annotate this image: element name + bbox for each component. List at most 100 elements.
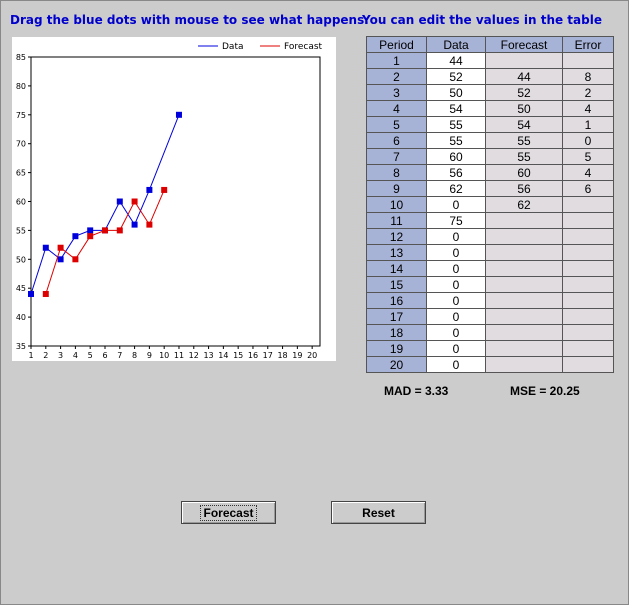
- period-cell: 7: [366, 148, 427, 165]
- legend-label-data: Data: [222, 42, 244, 52]
- data-point[interactable]: [57, 256, 64, 263]
- data-cell[interactable]: 0: [426, 356, 486, 373]
- data-cell[interactable]: 0: [426, 292, 486, 309]
- reset-button[interactable]: Reset: [331, 501, 426, 524]
- data-cell[interactable]: 0: [426, 244, 486, 261]
- data-point[interactable]: [131, 221, 138, 228]
- legend-label-forecast: Forecast: [284, 42, 323, 52]
- data-cell[interactable]: 54: [426, 100, 486, 117]
- plot-area: [30, 56, 321, 347]
- table-row: 16 0: [366, 292, 614, 309]
- error-cell: [562, 292, 614, 309]
- data-point[interactable]: [87, 227, 94, 234]
- table-row: 3 50 52 2: [366, 84, 614, 101]
- col-header-forecast: Forecast: [485, 36, 563, 53]
- table-row: 7 60 55 5: [366, 148, 614, 165]
- error-cell: [562, 196, 614, 213]
- table-row: 19 0: [366, 340, 614, 357]
- forecast-cell: 50: [485, 100, 563, 117]
- error-cell: 5: [562, 148, 614, 165]
- data-point[interactable]: [116, 198, 123, 205]
- error-cell: [562, 212, 614, 229]
- data-point[interactable]: [72, 233, 79, 240]
- x-tick-label: 18: [277, 351, 287, 360]
- data-point[interactable]: [42, 244, 49, 251]
- data-cell[interactable]: 60: [426, 148, 486, 165]
- x-tick-label: 4: [73, 351, 78, 360]
- period-cell: 1: [366, 52, 427, 69]
- data-cell[interactable]: 0: [426, 196, 486, 213]
- data-cell[interactable]: 0: [426, 324, 486, 341]
- table-body: 1 44 2 52 44 8 3 50 52 2 4 54 50 4 5 55 54 1 6 55 55 0 7 60 55 5 8…: [366, 52, 614, 373]
- data-cell[interactable]: 0: [426, 260, 486, 277]
- data-cell[interactable]: 62: [426, 180, 486, 197]
- x-tick-label: 13: [203, 351, 213, 360]
- data-cell[interactable]: 0: [426, 340, 486, 357]
- period-cell: 13: [366, 244, 427, 261]
- period-cell: 2: [366, 68, 427, 85]
- data-cell[interactable]: 55: [426, 116, 486, 133]
- data-cell[interactable]: 0: [426, 228, 486, 245]
- forecast-cell: [485, 276, 563, 293]
- period-cell: 16: [366, 292, 427, 309]
- forecast-point: [161, 186, 168, 193]
- data-cell[interactable]: 0: [426, 276, 486, 293]
- y-tick-label: 85: [16, 53, 26, 62]
- period-cell: 9: [366, 180, 427, 197]
- error-cell: [562, 276, 614, 293]
- error-cell: [562, 356, 614, 373]
- table-row: 9 62 56 6: [366, 180, 614, 197]
- forecast-cell: [485, 260, 563, 277]
- forecast-cell: 52: [485, 84, 563, 101]
- forecast-button[interactable]: Forecast: [181, 501, 276, 524]
- period-cell: 14: [366, 260, 427, 277]
- period-cell: 19: [366, 340, 427, 357]
- data-point[interactable]: [175, 111, 182, 118]
- forecast-point: [42, 290, 49, 297]
- x-tick-label: 3: [58, 351, 63, 360]
- table-header-row: Period Data Forecast Error: [366, 36, 614, 53]
- data-cell[interactable]: 0: [426, 308, 486, 325]
- data-point[interactable]: [28, 290, 34, 297]
- error-cell: [562, 260, 614, 277]
- forecast-point: [57, 244, 64, 251]
- table-row: 11 75: [366, 212, 614, 229]
- data-cell[interactable]: 52: [426, 68, 486, 85]
- y-tick-label: 70: [16, 140, 26, 149]
- error-cell: 4: [562, 164, 614, 181]
- table-row: 8 56 60 4: [366, 164, 614, 181]
- y-tick-label: 75: [16, 111, 26, 120]
- col-header-period: Period: [366, 36, 427, 53]
- x-tick-label: 5: [88, 351, 93, 360]
- error-cell: [562, 324, 614, 341]
- period-cell: 6: [366, 132, 427, 149]
- period-cell: 17: [366, 308, 427, 325]
- table-row: 20 0: [366, 356, 614, 373]
- data-cell[interactable]: 50: [426, 84, 486, 101]
- x-tick-label: 17: [263, 351, 273, 360]
- error-cell: 4: [562, 100, 614, 117]
- forecast-cell: 44: [485, 68, 563, 85]
- data-point[interactable]: [146, 186, 153, 193]
- period-cell: 15: [366, 276, 427, 293]
- forecast-point: [131, 198, 138, 205]
- forecast-cell: [485, 52, 563, 69]
- x-tick-label: 15: [233, 351, 243, 360]
- data-cell[interactable]: 75: [426, 212, 486, 229]
- forecast-cell: [485, 244, 563, 261]
- forecast-point: [87, 233, 94, 240]
- x-tick-label: 6: [102, 351, 107, 360]
- table-row: 1 44: [366, 52, 614, 69]
- data-cell[interactable]: 55: [426, 132, 486, 149]
- x-tick-label: 2: [43, 351, 48, 360]
- x-tick-label: 8: [132, 351, 137, 360]
- forecast-chart[interactable]: 35 40 45 50 55 60 65 70 75 80 85 1 2 3 4 5 6 7 8 9 10 11 12 13 1…: [12, 37, 336, 361]
- data-cell[interactable]: 56: [426, 164, 486, 181]
- table-row: 18 0: [366, 324, 614, 341]
- x-tick-label: 14: [218, 351, 228, 360]
- forecast-cell: 62: [485, 196, 563, 213]
- reset-button-label: Reset: [362, 505, 395, 520]
- data-cell[interactable]: 44: [426, 52, 486, 69]
- y-tick-label: 60: [16, 198, 26, 207]
